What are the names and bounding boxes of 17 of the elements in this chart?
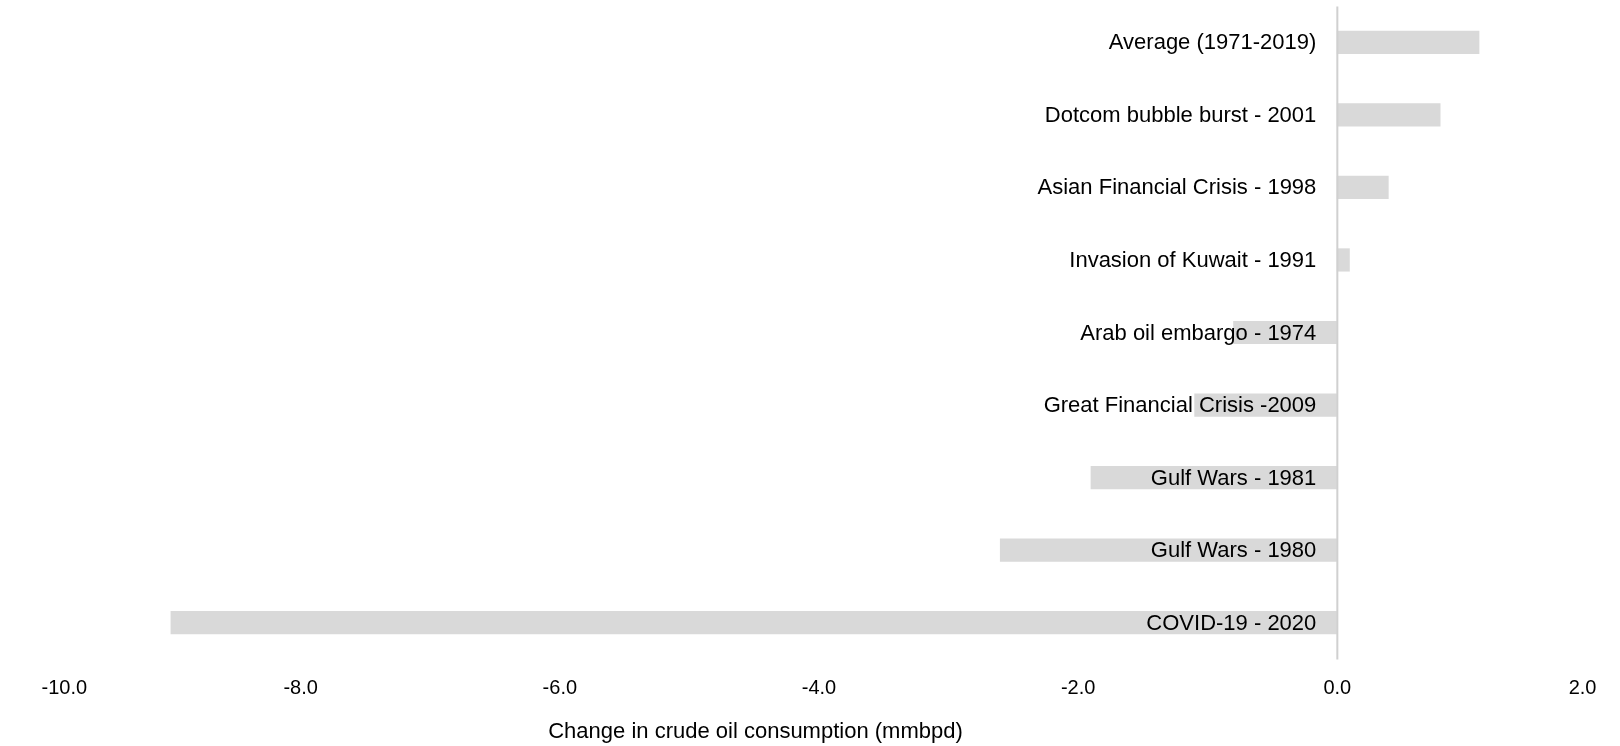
x-tick-label: 2.0 [1568, 675, 1597, 698]
y-tick-label: Asian Financial Crisis - 1998 [1037, 174, 1317, 200]
y-tick-label: Gulf Wars - 1981 [1150, 464, 1317, 490]
x-tick-label: -8.0 [283, 675, 318, 698]
x-axis-title: Change in crude oil consumption (mmbpd) [548, 717, 963, 743]
y-tick-label: Dotcom bubble burst - 2001 [1044, 101, 1317, 127]
x-tick-label: 0.0 [1323, 675, 1352, 698]
x-tick-label: -2.0 [1060, 675, 1096, 698]
x-tick-label: -4.0 [801, 675, 837, 698]
y-tick-label: Gulf Wars - 1980 [1150, 537, 1317, 563]
y-tick-label: Great Financial Crisis -2009 [1043, 392, 1317, 418]
y-tick-label: Arab oil embargo - 1974 [1080, 319, 1317, 345]
y-tick-label: Average (1971-2019) [1108, 29, 1317, 55]
x-tick-label: -10.0 [41, 675, 88, 698]
y-tick-label: COVID-19 - 2020 [1146, 609, 1317, 635]
x-tick-label: -6.0 [542, 675, 578, 698]
y-tick-label: Invasion of Kuwait - 1991 [1069, 246, 1317, 272]
